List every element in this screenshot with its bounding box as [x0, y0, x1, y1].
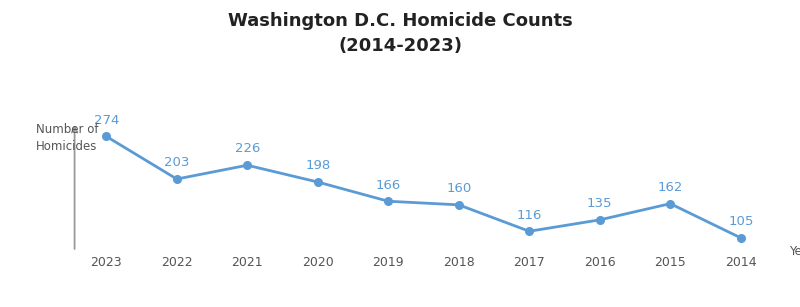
Text: 203: 203 — [164, 156, 190, 169]
Text: 135: 135 — [587, 197, 613, 210]
Text: 274: 274 — [94, 114, 119, 127]
Text: Year: Year — [789, 245, 800, 258]
Text: 162: 162 — [658, 181, 683, 194]
Text: Number of
Homicides: Number of Homicides — [36, 123, 98, 153]
Text: 198: 198 — [305, 159, 330, 172]
Text: 226: 226 — [234, 142, 260, 156]
Text: 160: 160 — [446, 182, 471, 195]
Text: 105: 105 — [728, 215, 754, 228]
Text: Washington D.C. Homicide Counts
(2014-2023): Washington D.C. Homicide Counts (2014-20… — [228, 12, 572, 55]
Text: 166: 166 — [376, 179, 401, 192]
Text: 116: 116 — [517, 208, 542, 222]
